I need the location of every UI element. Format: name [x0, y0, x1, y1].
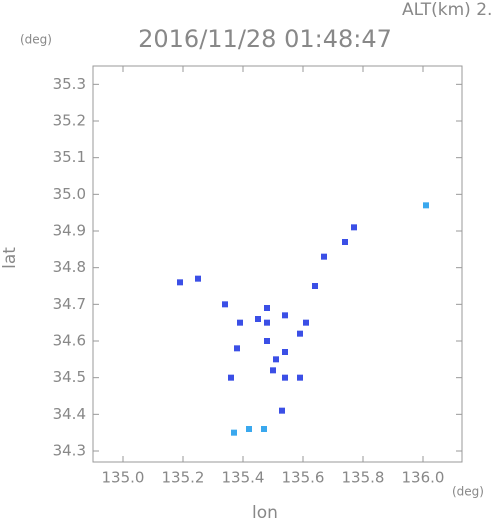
echo-point [195, 275, 201, 282]
y-tick-label: 35.2 [53, 112, 86, 130]
x-axis-label: lon [252, 503, 278, 521]
echo-point [237, 319, 243, 326]
y-tick-label: 34.6 [53, 332, 86, 350]
echo-point [231, 429, 237, 436]
echo-point [297, 330, 303, 337]
echo-point [282, 349, 288, 355]
chart-title: 2016/11/28 01:48:47 [138, 25, 392, 53]
echo-point [264, 338, 270, 344]
y-tick-label: 34.3 [53, 442, 86, 460]
x-tick-label: 135.8 [342, 469, 385, 487]
x-tick-label: 135.6 [282, 469, 325, 487]
plot-frame [92, 65, 463, 463]
x-tick-label: 135.4 [222, 469, 265, 487]
x-unit: (deg) [452, 485, 484, 499]
x-tick-label: 136.0 [402, 469, 445, 487]
y-tick-label: 34.4 [53, 405, 86, 423]
y-tick-label: 35.1 [53, 148, 86, 166]
y-tick-label: 35.0 [53, 185, 86, 203]
echo-point [282, 374, 288, 381]
echo-point [423, 202, 429, 209]
echo-point [246, 426, 252, 432]
echo-point [264, 319, 270, 326]
echo-point [282, 312, 288, 319]
y-tick-label: 35.3 [53, 75, 86, 93]
y-unit: (deg) [20, 33, 52, 47]
echo-point [273, 356, 279, 363]
x-tick-label: 135.0 [102, 469, 145, 487]
echo-point [279, 407, 285, 414]
echo-point [261, 426, 267, 432]
header-label: ALT(km) 2.0 [402, 0, 491, 20]
echo-point [264, 305, 270, 311]
echo-point [270, 367, 276, 374]
y-tick-label: 34.7 [53, 295, 86, 313]
echo-point [297, 374, 303, 381]
echo-point [222, 301, 228, 308]
echo-point [312, 283, 318, 289]
echo-point [177, 279, 183, 286]
y-tick-label: 34.8 [53, 258, 86, 276]
x-tick-label: 135.2 [162, 469, 205, 487]
echo-point [342, 239, 348, 245]
y-tick-label: 34.9 [53, 222, 86, 240]
echo-point [351, 224, 357, 231]
echo-point [255, 316, 261, 322]
echo-point [321, 253, 327, 260]
y-axis-label: lat [0, 247, 20, 269]
echo-point [303, 319, 309, 326]
echo-point [228, 374, 234, 381]
y-tick-label: 34.5 [53, 368, 86, 386]
echo-point [234, 345, 240, 352]
